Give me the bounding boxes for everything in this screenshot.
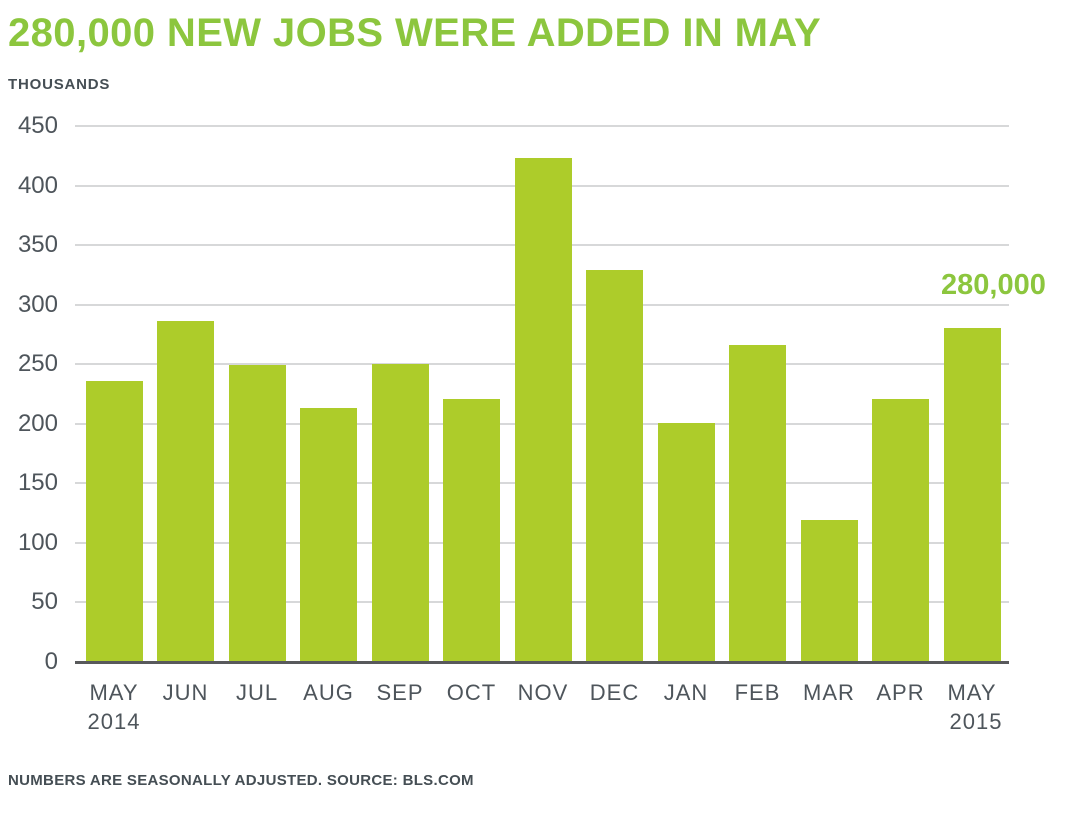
bar-mar-10 [800, 520, 858, 662]
y-tick-label-250: 250 [17, 350, 58, 377]
may-2015-value-annotation: 280,000 [941, 269, 1046, 301]
x-tick-label-sep-4: SEP [376, 680, 424, 705]
x-tick-label-aug-3: AUG [303, 680, 354, 705]
source-footnote: NUMBERS ARE SEASONALLY ADJUSTED. SOURCE:… [8, 772, 474, 789]
x-tick-label-apr-11: APR [876, 680, 925, 705]
x-tick-label-feb-9: FEB [734, 680, 781, 705]
chart-title: 280,000 NEW JOBS WERE ADDED IN MAY [8, 11, 822, 55]
y-tick-label-0: 0 [44, 648, 58, 675]
bar-dec-7 [586, 270, 643, 662]
x-tick-label-may-0: MAY [89, 680, 139, 705]
y-tick-label-450: 450 [17, 112, 58, 139]
bar-feb-9 [729, 345, 786, 662]
bar-jun-1 [157, 321, 214, 662]
y-tick-label-150: 150 [17, 469, 58, 496]
bar-sep-4 [371, 364, 429, 662]
x-tick-label-jan-8: JAN [663, 680, 709, 705]
y-axis-units-label: THOUSANDS [8, 76, 111, 93]
year-label-2015: 2015 [949, 709, 1003, 734]
bar-may-0 [85, 381, 143, 662]
x-tick-label-mar-10: MAR [803, 680, 855, 705]
bar-nov-6 [514, 158, 572, 662]
x-tick-label-may-12: MAY [947, 680, 997, 705]
y-tick-label-350: 350 [17, 231, 58, 258]
year-label-2014: 2014 [87, 709, 141, 734]
x-tick-label-dec-7: DEC [589, 680, 640, 705]
bar-jan-8 [657, 423, 715, 662]
y-tick-label-50: 50 [31, 588, 58, 615]
bar-jul-2 [228, 365, 286, 662]
gridline-450 [75, 125, 1009, 127]
y-tick-label-300: 300 [17, 291, 58, 318]
x-tick-label-nov-6: NOV [517, 680, 569, 705]
bar-apr-11 [872, 399, 929, 662]
x-axis-baseline [75, 661, 1009, 664]
bar-chart-plot-area [75, 125, 1009, 662]
bar-oct-5 [443, 399, 500, 662]
y-axis-tick-labels: 450 400 350 300 250 200 150 100 50 0 [0, 0, 58, 816]
x-tick-label-jul-2: JUL [235, 680, 279, 705]
x-tick-label-oct-5: OCT [446, 680, 497, 705]
y-tick-label-200: 200 [17, 410, 58, 437]
y-tick-label-100: 100 [17, 529, 58, 556]
y-tick-label-400: 400 [17, 172, 58, 199]
x-tick-label-jun-1: JUN [162, 680, 209, 705]
bar-aug-3 [300, 408, 357, 662]
bar-may-12 [943, 328, 1001, 662]
